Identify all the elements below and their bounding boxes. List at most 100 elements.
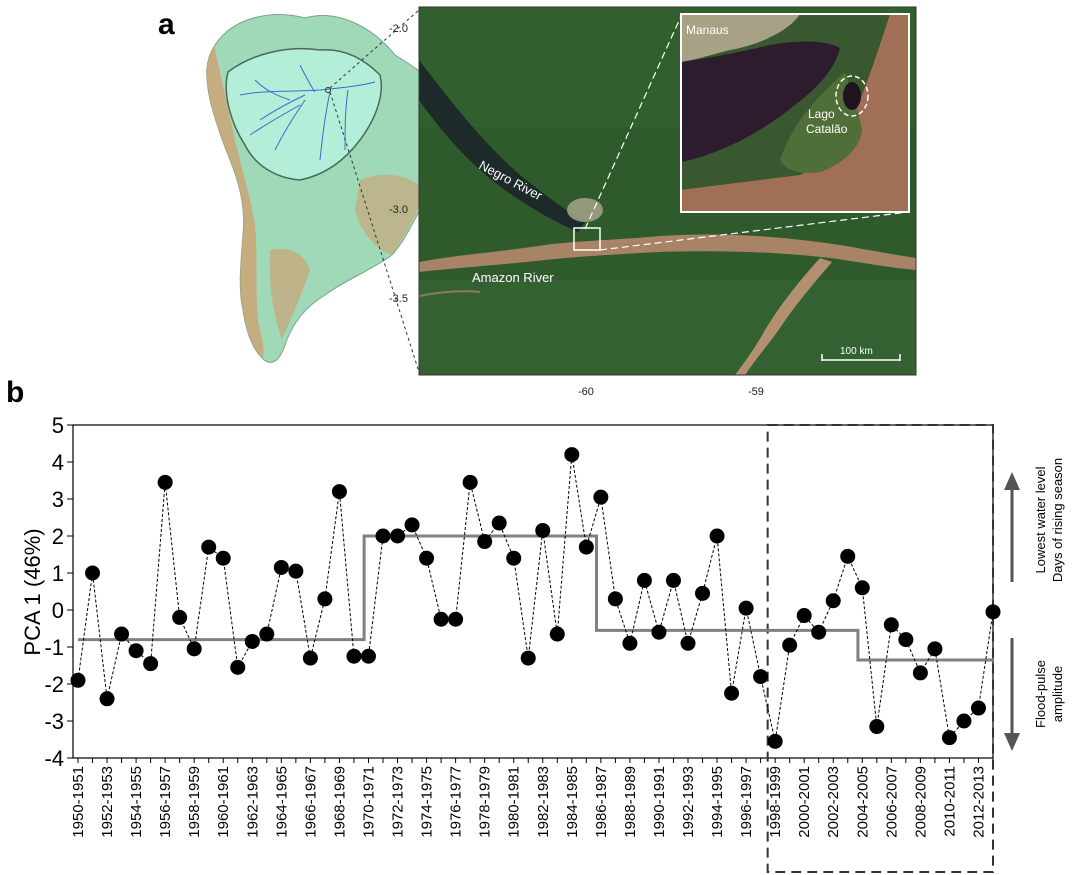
negro-river-water: [419, 60, 585, 232]
annotation-up-line1: Lowest water level: [1033, 466, 1048, 573]
panel-a-maps: Negro River Amazon River 100 km -2.0 -3.…: [206, 6, 917, 398]
data-point: [230, 659, 246, 675]
data-point: [883, 617, 899, 633]
data-point: [709, 528, 725, 544]
data-point: [201, 539, 217, 555]
x-tick-label: 1952-1953: [99, 766, 116, 838]
lago-label-line1: Lago: [808, 107, 835, 121]
lat-tick-label: -3.5: [389, 293, 408, 305]
data-point: [99, 691, 115, 707]
inset-frame: [680, 13, 910, 213]
data-point: [898, 632, 914, 648]
panel-a-letter: a: [158, 8, 175, 41]
data-point: [491, 515, 507, 531]
amazon-river-label: Amazon River: [472, 270, 554, 285]
data-point: [375, 528, 391, 544]
data-point: [956, 713, 972, 729]
x-tick-label: 1954-1955: [128, 766, 145, 838]
south-america-map: [206, 14, 459, 363]
panel-b-letter: b: [6, 376, 25, 409]
data-point: [985, 604, 1001, 620]
x-tick-label: 1990-1991: [651, 766, 668, 838]
x-tick-label: 1956-1957: [157, 766, 174, 838]
x-tick-label: 1964-1965: [273, 766, 290, 838]
data-point: [477, 534, 493, 550]
x-tick-label: 2012-2013: [970, 766, 987, 838]
data-point: [302, 650, 318, 666]
x-tick-label: 2010-2011: [941, 766, 958, 837]
y-tick-label: -1: [44, 635, 64, 660]
data-point: [172, 609, 188, 625]
x-tick-label: 1988-1989: [622, 766, 639, 838]
lon-tick-label: -59: [748, 386, 764, 398]
x-tick-label: 1968-1969: [331, 766, 348, 838]
lago-catalao-highlight: [835, 75, 869, 117]
x-tick-label: 1994-1995: [709, 766, 726, 838]
down-arrow-head: [1004, 733, 1020, 751]
x-tick-label: 1992-1993: [680, 766, 697, 838]
x-tick-label: 1962-1963: [244, 766, 261, 838]
manaus-inset-box: [573, 227, 601, 251]
data-point: [665, 572, 681, 588]
data-point: [549, 626, 565, 642]
data-point: [273, 559, 289, 575]
data-point: [520, 650, 536, 666]
inset-connector: [584, 13, 683, 230]
data-point: [811, 624, 827, 640]
data-point: [869, 719, 885, 735]
data-point: [244, 633, 260, 649]
right-annotation: Lowest water level Days of rising season…: [1033, 458, 1065, 728]
x-tick-label: 1984-1985: [564, 766, 581, 838]
data-point: [593, 489, 609, 505]
y-tick-label: 0: [52, 598, 64, 623]
data-point: [462, 474, 478, 490]
scale-bar: [821, 354, 901, 361]
data-point: [695, 585, 711, 601]
data-point: [143, 656, 159, 672]
annotation-up-line2: Days of rising season: [1050, 458, 1065, 582]
manaus-location-dot: [325, 87, 331, 93]
data-point: [506, 550, 522, 566]
plot-frame: [72, 424, 994, 759]
scale-bar-label: 100 km: [840, 346, 873, 357]
data-point: [622, 635, 638, 651]
data-point: [157, 474, 173, 490]
inset-connector: [599, 211, 909, 251]
y-tick-label: 2: [52, 524, 64, 549]
x-tick-label: 1970-1971: [360, 766, 377, 838]
annotation-down-line2: amplitude: [1050, 666, 1065, 722]
data-point: [607, 591, 623, 607]
data-point: [128, 643, 144, 659]
data-point: [854, 580, 870, 596]
lago-label-line2: Catalão: [806, 122, 848, 136]
x-tick-label: 2008-2009: [912, 766, 929, 838]
step-mean-line: [78, 534, 993, 662]
data-point: [825, 593, 841, 609]
data-point: [346, 648, 362, 664]
data-point: [724, 685, 740, 701]
highlight-period-box: [766, 424, 995, 873]
inset-map: [681, 14, 909, 212]
x-tick-label: 1972-1973: [390, 766, 407, 838]
x-tick-label: 2002-2003: [825, 766, 842, 838]
y-axis-title: PCA 1 (46%): [20, 528, 45, 655]
x-tick-label: 2006-2007: [883, 766, 900, 838]
inset-negro-water: [681, 41, 840, 162]
amazon-basin: [225, 47, 382, 181]
data-point: [680, 635, 696, 651]
y-tick-label: -3: [44, 709, 64, 734]
y-tick-label: -2: [44, 672, 64, 697]
data-point: [259, 626, 275, 642]
x-tick-label: 1966-1967: [302, 766, 319, 838]
connector-line: [329, 91, 420, 373]
data-point: [564, 447, 580, 463]
x-tick-label: 1980-1981: [506, 766, 523, 838]
y-tick-label: 4: [52, 450, 64, 475]
data-point: [941, 730, 957, 746]
data-point: [390, 528, 406, 544]
brazil-highlands: [355, 174, 425, 255]
lago-catalao-lake: [843, 82, 861, 110]
y-tick-label: 5: [52, 413, 64, 438]
basin-rivers: [239, 64, 376, 161]
